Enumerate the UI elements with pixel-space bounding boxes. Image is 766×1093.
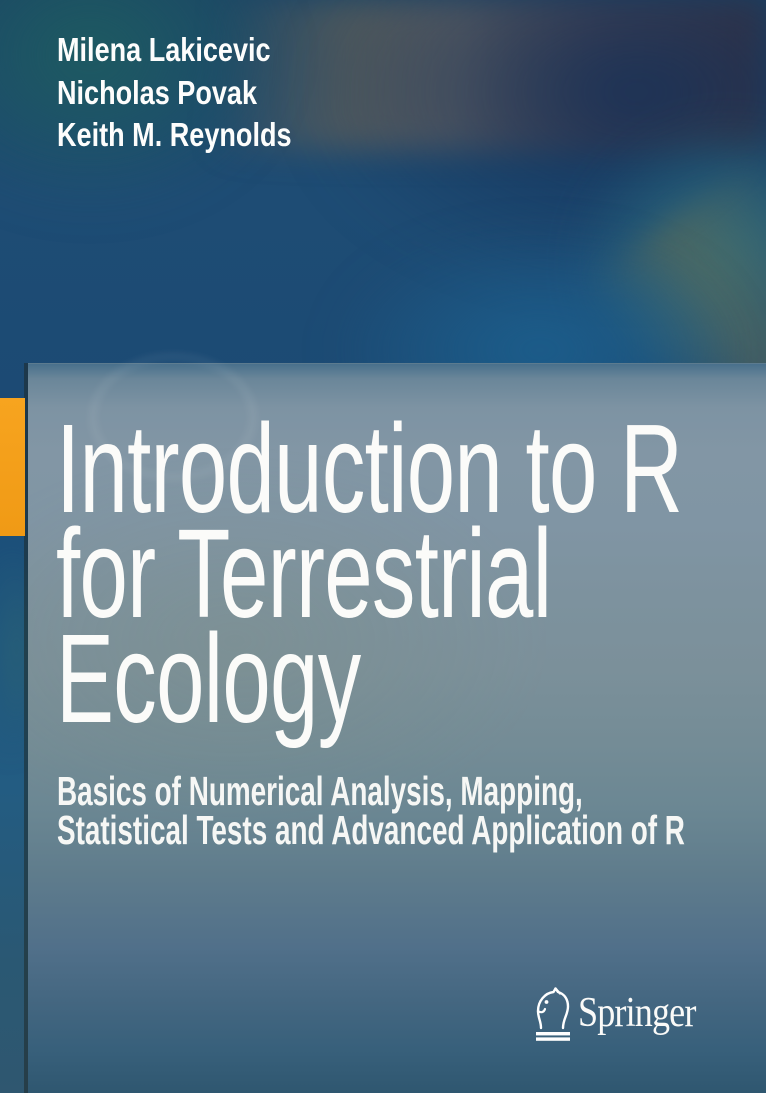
book-title: Introduction to R for Terrestrial Ecolog…	[56, 398, 766, 749]
author-block: Milena Lakicevic Nicholas Povak Keith M.…	[57, 29, 343, 157]
subtitle-line: Statistical Tests and Advanced Applicati…	[57, 807, 766, 853]
title-line: Ecology	[56, 608, 766, 749]
title-line: for Terrestrial	[56, 503, 766, 644]
author-line: Keith M. Reynolds	[57, 114, 343, 157]
title-panel	[28, 352, 766, 1093]
subtitle-text: Statistical Tests and Advanced Applicati…	[57, 807, 685, 853]
background-teal-corner	[0, 0, 300, 220]
author-line: Milena Lakicevic	[57, 29, 343, 72]
author-name: Milena Lakicevic	[57, 31, 271, 68]
author-name: Keith M. Reynolds	[57, 116, 292, 153]
publisher-wordmark: Springer	[578, 990, 696, 1036]
author-name: Nicholas Povak	[57, 73, 258, 111]
subtitle-text: Basics of Numerical Analysis, Mapping,	[57, 768, 583, 814]
publisher-name: Springer	[578, 992, 715, 1034]
globe-watermark	[88, 352, 258, 482]
author-line: Nicholas Povak	[57, 72, 343, 115]
springer-horse-icon	[536, 987, 570, 1041]
book-subtitle: Basics of Numerical Analysis, Mapping, S…	[57, 768, 766, 853]
panel-edge-seam	[24, 363, 28, 1093]
title-line: Introduction to R	[56, 398, 766, 539]
subtitle-line: Basics of Numerical Analysis, Mapping,	[57, 768, 766, 814]
title-text: Introduction to R	[56, 398, 683, 539]
orange-accent-bar	[0, 398, 25, 536]
title-text: for Terrestrial	[56, 503, 552, 644]
title-text: Ecology	[56, 608, 361, 749]
